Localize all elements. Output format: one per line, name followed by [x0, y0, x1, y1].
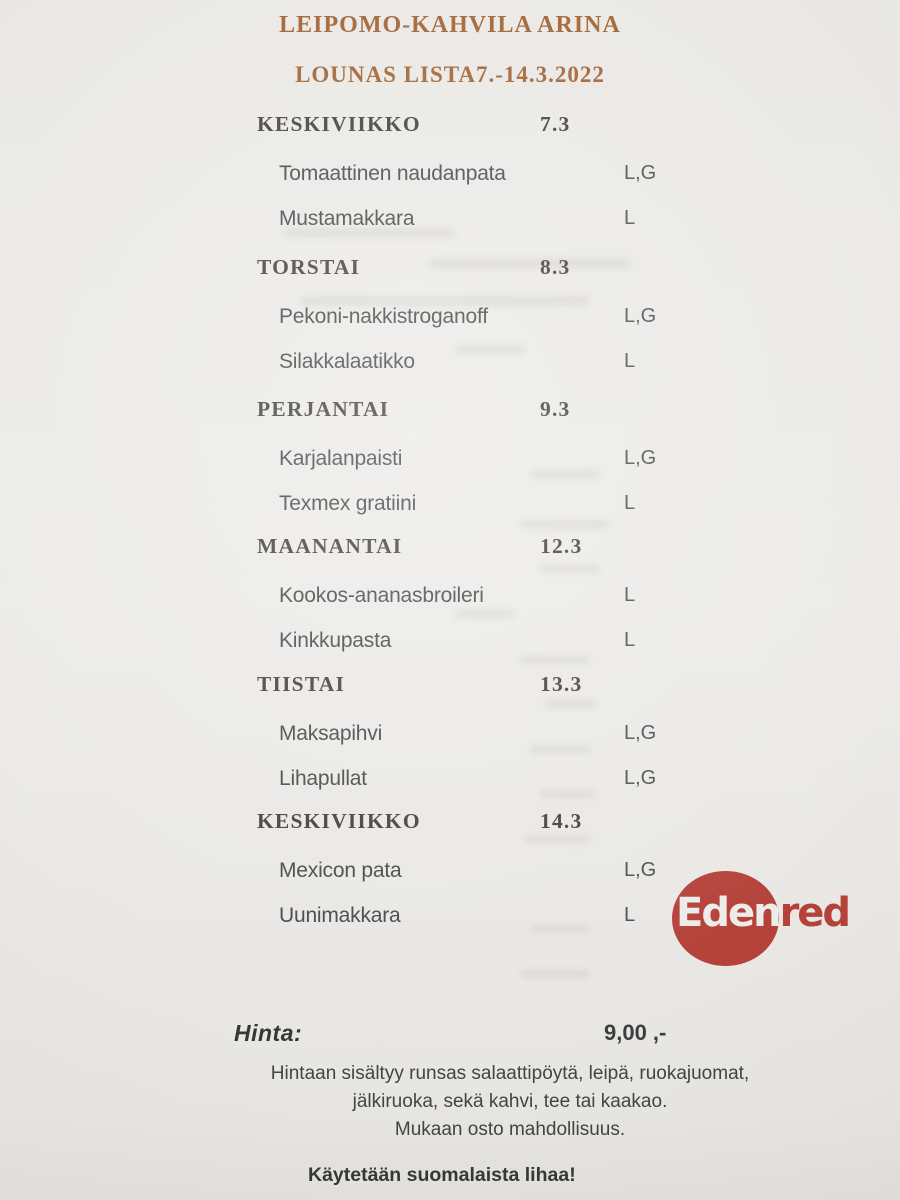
menu-item-name: Kookos-ananasbroileri: [279, 584, 484, 607]
footer-line: Hintaan sisältyy runsas salaattipöytä, l…: [270, 1063, 750, 1084]
page-title: LEIPOMO-KAHVILA ARINA: [279, 12, 621, 38]
day-name: KESKIVIIKKO: [257, 809, 421, 833]
menu-item-diet-code: L: [624, 629, 636, 651]
menu-item-name: Kinkkupasta: [279, 629, 392, 652]
day-section-wednesday-14-3: KESKIVIIKKO 14.3 Mexicon pata L,G Uunima…: [0, 809, 900, 949]
menu-item-diet-code: L,G: [624, 722, 657, 744]
menu-item-diet-code: L: [624, 492, 636, 514]
day-section-friday-9-3: PERJANTAI 9.3 Karjalanpaisti L,G Texmex …: [0, 397, 900, 537]
menu-item-diet-code: L,G: [624, 305, 657, 327]
menu-item-name: Pekoni-nakkistroganoff: [279, 305, 488, 328]
menu-item-name: Texmex gratiini: [279, 492, 417, 515]
day-name: MAANANTAI: [257, 534, 403, 558]
day-section-thursday-8-3: TORSTAI 8.3 Pekoni-nakkistroganoff L,G S…: [0, 255, 900, 395]
day-section-tuesday-13-3: TIISTAI 13.3 Maksapihvi L,G Lihapullat L…: [0, 672, 900, 812]
footer-line: Mukaan osto mahdollisuus.: [394, 1119, 626, 1140]
menu-item-diet-code: L: [624, 350, 636, 372]
day-name: PERJANTAI: [257, 397, 390, 421]
day-date: 8.3: [540, 255, 571, 279]
footer-notes: Hintaan sisältyy runsas salaattipöytä, l…: [60, 1060, 900, 1144]
menu-item-name: Karjalanpaisti: [279, 447, 403, 470]
day-name: TIISTAI: [257, 672, 346, 696]
day-name: KESKIVIIKKO: [257, 112, 421, 136]
day-date: 9.3: [540, 397, 571, 421]
edenred-wordmark-red: red: [779, 890, 851, 936]
edenred-wordmark-white: Eden: [676, 890, 782, 936]
menu-item-diet-code: L: [624, 904, 636, 926]
edenred-wordmark: Edenred: [676, 890, 851, 936]
menu-item-name: Mustamakkara: [279, 207, 415, 230]
price-label: Hinta:: [234, 1020, 303, 1046]
menu-item-name: Maksapihvi: [279, 722, 383, 745]
menu-item-name: Silakkalaatikko: [279, 350, 415, 373]
menu-item-diet-code: L: [624, 207, 636, 229]
edenred-circle-icon: [672, 871, 779, 966]
menu-item-diet-code: L,G: [624, 767, 657, 789]
menu-item-name: Mexicon pata: [279, 859, 402, 882]
day-date: 14.3: [540, 809, 583, 833]
menu-item-diet-code: L,G: [624, 162, 657, 184]
menu-item-name: Tomaattinen naudanpata: [279, 162, 506, 185]
day-section-wednesday-7-3: KESKIVIIKKO 7.3 Tomaattinen naudanpata L…: [0, 112, 900, 252]
day-date: 12.3: [540, 534, 583, 558]
edenred-logo: Edenred: [665, 866, 865, 971]
price-value: 9,00 ,-: [604, 1020, 667, 1045]
footer-highlight: Käytetään suomalaista lihaa!: [308, 1164, 576, 1186]
menu-item-name: Lihapullat: [279, 767, 367, 790]
menu-item-diet-code: L,G: [624, 447, 657, 469]
menu-item-diet-code: L: [624, 584, 636, 606]
day-section-monday-12-3: MAANANTAI 12.3 Kookos-ananasbroileri L K…: [0, 534, 900, 674]
menu-item-name: Uunimakkara: [279, 904, 401, 927]
page-subtitle: LOUNAS LISTA7.-14.3.2022: [295, 62, 605, 87]
menu-item-diet-code: L,G: [624, 859, 657, 881]
day-name: TORSTAI: [257, 255, 361, 279]
day-date: 7.3: [540, 112, 571, 136]
day-date: 13.3: [540, 672, 583, 696]
footer-line: jälkiruoka, sekä kahvi, tee tai kaakao.: [352, 1091, 668, 1112]
